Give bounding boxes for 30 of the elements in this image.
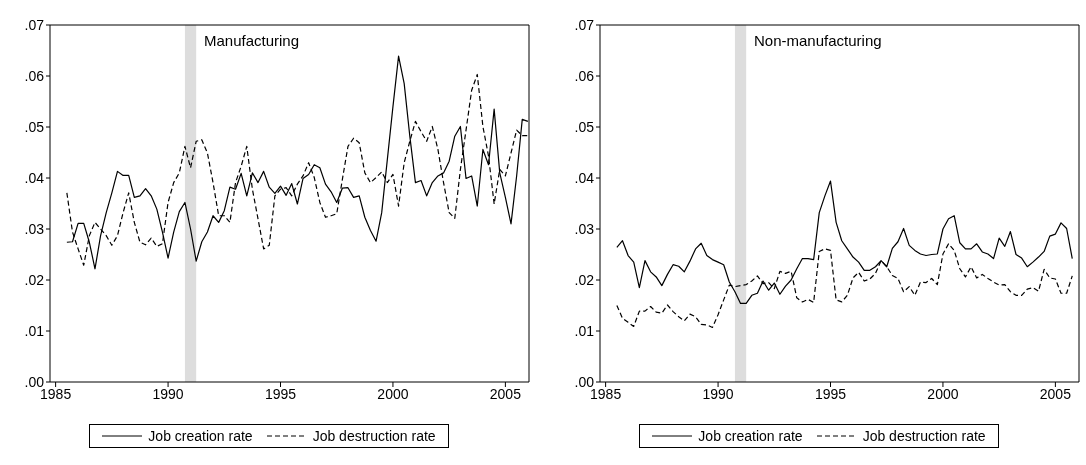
annotation: Manufacturing — [204, 32, 300, 49]
annotation: Non-manufacturing — [754, 32, 882, 49]
x-tick-label: 1995 — [264, 385, 297, 402]
legend-label: Job creation rate — [148, 428, 253, 444]
y-tick-label: .00 — [574, 373, 595, 390]
y-tick-label: .01 — [24, 322, 45, 339]
y-tick-label: .07 — [24, 16, 45, 33]
y-tick-label: .00 — [24, 373, 45, 390]
x-tick-label: 1990 — [152, 385, 184, 402]
y-tick-label: .02 — [24, 271, 45, 288]
y-tick-label: .04 — [574, 169, 595, 186]
y-tick-label: .05 — [24, 118, 45, 135]
y-tick-label: .03 — [24, 220, 45, 237]
legend-label: Job creation rate — [698, 428, 803, 444]
legend-label: Job destruction rate — [312, 428, 436, 444]
x-tick-label: 2000 — [927, 385, 959, 402]
y-tick-label: .07 — [574, 16, 595, 33]
y-tick-label: .04 — [24, 169, 45, 186]
x-tick-label: 2000 — [377, 385, 409, 402]
x-tick-label: 2005 — [1039, 385, 1072, 402]
x-tick-label: 1995 — [814, 385, 847, 402]
y-tick-label: .06 — [574, 67, 595, 84]
y-tick-label: .02 — [574, 271, 595, 288]
legend-label: Job destruction rate — [862, 428, 986, 444]
y-tick-label: .03 — [574, 220, 595, 237]
x-tick-label: 2005 — [489, 385, 522, 402]
y-tick-label: .06 — [24, 67, 45, 84]
x-tick-label: 1990 — [702, 385, 734, 402]
y-tick-label: .01 — [574, 322, 595, 339]
y-tick-label: .05 — [574, 118, 595, 135]
